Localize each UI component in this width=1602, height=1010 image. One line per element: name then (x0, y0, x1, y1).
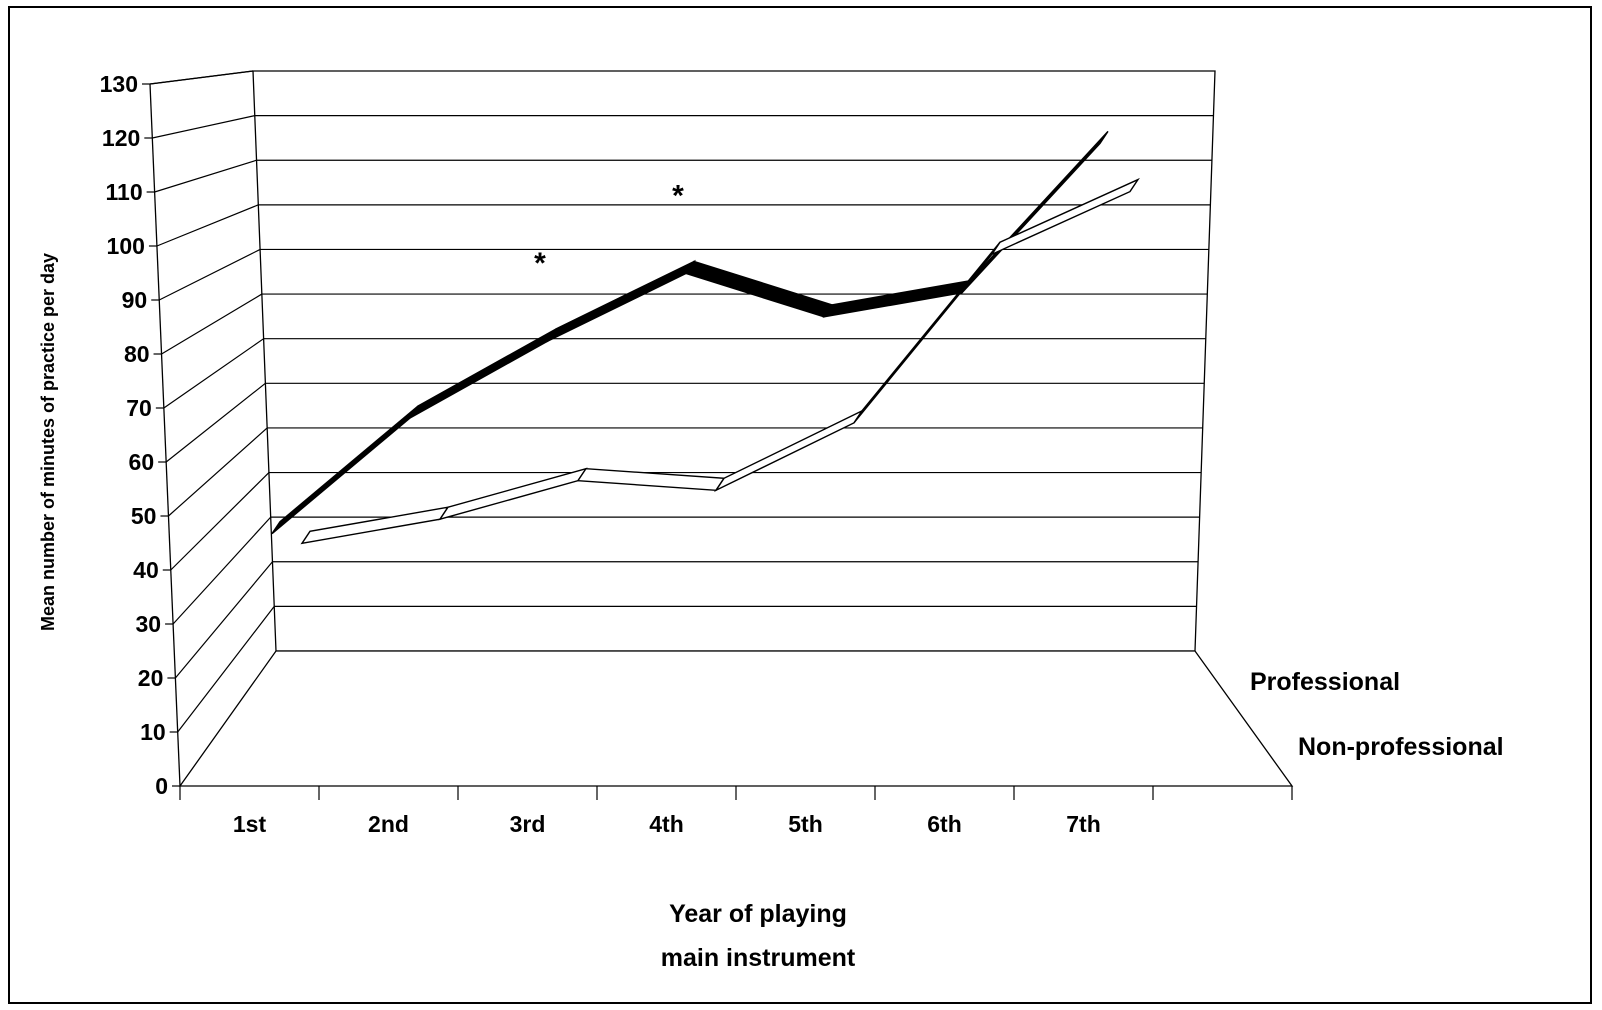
x-tick-label: 3rd (510, 811, 546, 837)
y-tick-label: 100 (107, 233, 145, 259)
side-gridline (168, 427, 268, 517)
y-axis: 0 10 20 30 40 50 60 70 80 90 100 110 120 130 (100, 70, 254, 799)
y-tick-label: 90 (122, 287, 148, 313)
y-tick-label: 20 (138, 665, 164, 691)
side-gridline (152, 115, 255, 139)
y-axis-title: Mean number of minutes of practice per d… (38, 253, 58, 631)
annotation-layer: ** (534, 179, 684, 279)
side-gridline (161, 293, 263, 355)
side-gridline (172, 516, 272, 625)
x-tick-label: 1st (233, 811, 267, 837)
y-axis-line (149, 83, 181, 787)
chart-walls (178, 70, 1294, 787)
y-tick-label: 60 (129, 449, 155, 475)
significance-marker: * (672, 179, 684, 212)
series-professional (271, 130, 1109, 535)
x-tick-label: 2nd (368, 811, 409, 837)
y-tick-label: 50 (131, 503, 157, 529)
x-tick-label: 4th (649, 811, 684, 837)
y-tick-label: 110 (106, 179, 143, 205)
x-tick-label: 5th (788, 811, 823, 837)
side-gridline (158, 248, 261, 301)
side-gridline (177, 606, 275, 733)
series-segment (990, 177, 1140, 256)
series-label-non-professional: Non-professional (1298, 733, 1504, 761)
y-tick-label: 10 (140, 719, 166, 745)
x-axis-title-line-1: Year of playing (669, 900, 847, 928)
significance-marker: * (534, 247, 546, 280)
y-tick-label: 70 (126, 395, 152, 421)
side-gridline (163, 338, 264, 409)
y-tick-label: 80 (124, 341, 150, 367)
y-tick-label: 130 (100, 71, 138, 97)
x-tick-label: 6th (927, 811, 962, 837)
side-gridline (174, 561, 273, 679)
floor (178, 650, 1294, 787)
y-tick-label: 30 (135, 611, 161, 637)
y-tick-label: 40 (133, 557, 159, 583)
side-gridline (154, 159, 257, 193)
side-gridline (156, 204, 259, 247)
side-gridline (170, 472, 270, 571)
x-axis: 1st 2nd 3rd 4th 5th 6th 7th (179, 786, 1293, 837)
series-layer (271, 130, 1140, 545)
series-label-professional: Professional (1250, 668, 1400, 696)
side-gridline (165, 382, 266, 463)
top-edge (149, 70, 254, 85)
x-tick-label: 7th (1066, 811, 1101, 837)
y-tick-label: 120 (102, 125, 140, 151)
back-wall (252, 70, 1216, 652)
y-tick-label: 0 (155, 773, 168, 799)
series-non-professional (300, 177, 1140, 545)
x-axis-title-line-2: main instrument (661, 944, 856, 972)
